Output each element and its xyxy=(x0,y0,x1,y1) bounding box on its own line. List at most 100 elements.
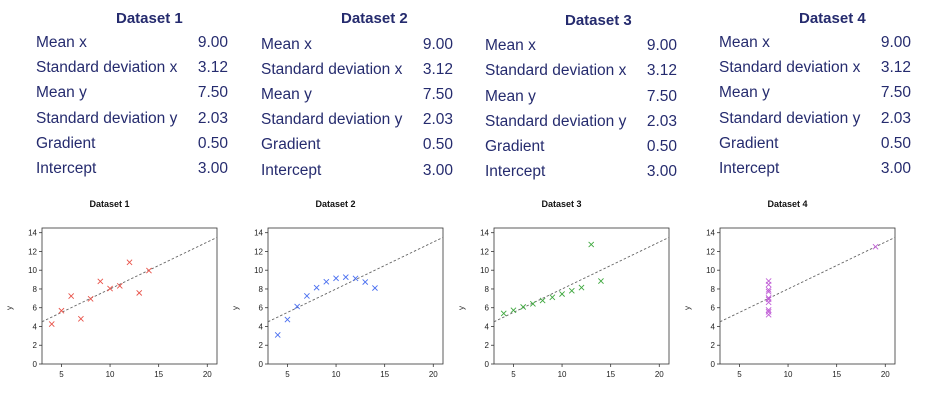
data-point xyxy=(372,285,378,291)
data-point xyxy=(559,291,565,297)
data-point xyxy=(765,308,772,315)
data-point xyxy=(87,295,94,302)
stat-value-gradient: 0.50 xyxy=(646,138,677,155)
stat-label-intercept: Intercept xyxy=(719,160,780,177)
chart-title: Dataset 3 xyxy=(541,199,581,209)
y-tick-label: 4 xyxy=(33,322,38,331)
data-point xyxy=(77,315,84,322)
stat-value-mean-x: 9.00 xyxy=(880,34,911,51)
chart-title: Dataset 2 xyxy=(315,199,355,209)
dataset-title: Dataset 4 xyxy=(799,10,866,27)
dataset-title: Dataset 1 xyxy=(116,10,183,27)
scatter-plot-dataset-2: Dataset 2 0 2 4 6 8 10 12 14 5 10 15 20 y xyxy=(231,199,444,379)
stat-label-mean-y: Mean y xyxy=(261,86,312,103)
data-point xyxy=(284,316,291,323)
data-point xyxy=(765,299,772,306)
y-tick-label: 2 xyxy=(33,341,38,350)
y-tick-label: 10 xyxy=(254,266,263,275)
x-tick-label: 5 xyxy=(511,370,516,379)
stat-value-intercept: 3.00 xyxy=(422,162,453,179)
data-point xyxy=(578,284,585,291)
data-point xyxy=(294,303,301,310)
y-tick-label: 10 xyxy=(706,266,715,275)
stat-value-mean-x: 9.00 xyxy=(197,34,228,51)
stat-label-sd-x: Standard deviation x xyxy=(719,59,861,76)
stat-value-mean-y: 7.50 xyxy=(646,88,677,105)
x-tick-label: 10 xyxy=(558,370,567,379)
dataset-panel-3: Dataset 3 Mean x 9.00 Standard deviation… xyxy=(477,0,703,400)
stat-value-gradient: 0.50 xyxy=(422,136,453,153)
data-point xyxy=(765,307,772,313)
regression-line xyxy=(268,236,443,323)
y-tick-label: 12 xyxy=(706,247,715,256)
y-tick-label: 0 xyxy=(485,360,490,369)
x-tick-label: 15 xyxy=(832,370,841,379)
y-tick-label: 12 xyxy=(480,247,489,256)
stat-label-sd-x: Standard deviation x xyxy=(485,62,627,79)
y-tick-label: 4 xyxy=(485,322,490,331)
dataset-title: Dataset 2 xyxy=(341,10,408,27)
stat-value-mean-y: 7.50 xyxy=(197,84,228,101)
x-tick-label: 10 xyxy=(106,370,115,379)
stat-value-intercept: 3.00 xyxy=(197,160,228,177)
y-tick-label: 0 xyxy=(711,360,716,369)
data-point xyxy=(313,284,320,291)
data-point xyxy=(539,297,546,304)
data-point xyxy=(352,275,359,282)
data-point xyxy=(274,332,281,338)
y-tick-label: 12 xyxy=(28,247,37,256)
data-point xyxy=(333,275,339,282)
data-point xyxy=(520,304,527,310)
y-tick-label: 8 xyxy=(485,285,490,294)
stat-value-sd-x: 3.12 xyxy=(197,59,228,76)
x-tick-label: 20 xyxy=(203,370,212,379)
stat-value-sd-y: 2.03 xyxy=(197,110,228,127)
stat-value-sd-x: 3.12 xyxy=(646,62,677,79)
y-tick-label: 8 xyxy=(33,285,38,294)
stat-label-gradient: Gradient xyxy=(36,135,96,152)
y-axis-label: y xyxy=(5,306,14,310)
data-point xyxy=(549,294,556,301)
x-tick-label: 20 xyxy=(881,370,890,379)
stat-label-intercept: Intercept xyxy=(261,162,322,179)
stat-value-sd-y: 2.03 xyxy=(880,110,911,127)
regression-line xyxy=(42,236,217,323)
stat-value-mean-x: 9.00 xyxy=(422,36,453,53)
scatter-plot-dataset-3: Dataset 3 0 2 4 6 8 10 12 14 5 10 15 20 y xyxy=(457,199,670,379)
data-point xyxy=(68,293,75,300)
stat-value-mean-x: 9.00 xyxy=(646,37,677,54)
data-point xyxy=(303,292,310,299)
stat-value-sd-x: 3.12 xyxy=(880,59,911,76)
stat-label-intercept: Intercept xyxy=(36,160,97,177)
stat-label-gradient: Gradient xyxy=(261,136,321,153)
y-tick-label: 10 xyxy=(28,266,37,275)
y-axis-label: y xyxy=(457,306,466,310)
x-tick-label: 15 xyxy=(380,370,389,379)
x-tick-label: 20 xyxy=(429,370,438,379)
stat-value-sd-y: 2.03 xyxy=(646,113,677,130)
stat-label-gradient: Gradient xyxy=(719,135,779,152)
stat-label-mean-y: Mean y xyxy=(36,84,87,101)
data-point xyxy=(58,307,65,314)
x-tick-label: 15 xyxy=(154,370,163,379)
data-point xyxy=(107,285,113,292)
x-tick-label: 10 xyxy=(332,370,341,379)
x-tick-label: 20 xyxy=(655,370,664,379)
dataset-panel-4: Dataset 4 Mean x 9.00 Standard deviation… xyxy=(711,0,937,400)
stat-value-gradient: 0.50 xyxy=(880,135,911,152)
regression-line xyxy=(720,236,895,323)
scatter-plot-dataset-4: Dataset 4 0 2 4 6 8 10 12 14 5 10 15 20 y xyxy=(683,199,896,379)
y-tick-label: 12 xyxy=(254,247,263,256)
stat-label-sd-y: Standard deviation y xyxy=(485,113,627,130)
data-point xyxy=(510,307,517,314)
y-tick-label: 2 xyxy=(711,341,716,350)
plot-frame xyxy=(267,227,444,365)
stat-value-sd-x: 3.12 xyxy=(422,61,453,78)
stat-label-mean-y: Mean y xyxy=(719,84,770,101)
data-point xyxy=(97,278,104,285)
chart-title: Dataset 4 xyxy=(767,199,807,209)
data-point xyxy=(362,279,369,285)
data-point xyxy=(136,289,143,296)
data-point xyxy=(765,288,772,295)
plot-frame xyxy=(41,227,218,365)
